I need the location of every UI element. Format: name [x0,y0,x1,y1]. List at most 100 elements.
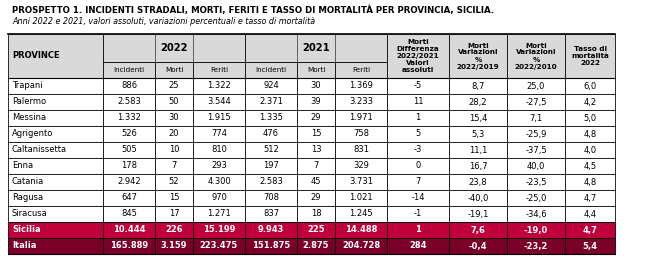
Text: 204.728: 204.728 [342,241,380,250]
Text: 4.300: 4.300 [207,178,231,187]
Text: 16,7: 16,7 [469,161,488,170]
Text: 526: 526 [121,130,137,138]
Text: 11: 11 [413,98,423,107]
Text: 50: 50 [169,98,179,107]
Text: 14.488: 14.488 [345,226,377,235]
Text: Agrigento: Agrigento [12,130,53,138]
Text: Palermo: Palermo [12,98,46,107]
Text: Siracusa: Siracusa [12,210,48,218]
Text: Morti: Morti [165,67,183,73]
Text: 7: 7 [415,178,421,187]
Text: 52: 52 [169,178,179,187]
Text: 1: 1 [415,226,421,235]
Text: 329: 329 [353,161,369,170]
Text: -40,0: -40,0 [467,193,489,202]
Text: 4,7: 4,7 [583,193,596,202]
Text: Morti
Variazioni
%
2022/2010: Morti Variazioni % 2022/2010 [515,42,557,70]
Text: -37,5: -37,5 [525,145,547,155]
Text: 3.731: 3.731 [349,178,373,187]
Text: Enna: Enna [12,161,33,170]
Text: Feriti: Feriti [210,67,228,73]
Text: 1.915: 1.915 [207,113,231,122]
Text: 293: 293 [211,161,227,170]
Text: Morti
Differenza
2022/2021
Valori
assoluti: Morti Differenza 2022/2021 Valori assolu… [396,39,439,73]
Text: 197: 197 [263,161,279,170]
Text: 178: 178 [121,161,137,170]
Text: 1.245: 1.245 [349,210,373,218]
Text: 924: 924 [263,81,279,90]
Text: -23,5: -23,5 [525,178,547,187]
Text: 45: 45 [311,178,321,187]
Text: 4,7: 4,7 [583,226,598,235]
Text: 10.444: 10.444 [113,226,145,235]
Text: 15: 15 [169,193,179,202]
Text: 512: 512 [263,145,279,155]
Text: -3: -3 [414,145,422,155]
Text: 5,4: 5,4 [583,241,598,250]
Text: 845: 845 [121,210,137,218]
Text: 774: 774 [211,130,227,138]
Text: Anni 2022 e 2021, valori assoluti, variazioni percentuali e tasso di mortalità: Anni 2022 e 2021, valori assoluti, varia… [12,17,315,26]
Text: 2.942: 2.942 [117,178,141,187]
Text: 30: 30 [169,113,179,122]
Text: 29: 29 [311,113,321,122]
Text: 25: 25 [169,81,179,90]
Text: 970: 970 [211,193,227,202]
Text: Messina: Messina [12,113,46,122]
Text: -19,0: -19,0 [524,226,548,235]
Text: 40,0: 40,0 [527,161,545,170]
Text: 165.889: 165.889 [110,241,148,250]
Text: 2021: 2021 [302,43,330,53]
Text: 223.475: 223.475 [200,241,238,250]
Text: 25,0: 25,0 [527,81,545,90]
Text: Trapani: Trapani [12,81,42,90]
Text: -14: -14 [411,193,424,202]
Text: 0: 0 [415,161,421,170]
Text: 2.583: 2.583 [259,178,283,187]
Text: 2.583: 2.583 [117,98,141,107]
Text: 708: 708 [263,193,279,202]
Text: 17: 17 [169,210,179,218]
Text: 758: 758 [353,130,369,138]
Text: 7,1: 7,1 [529,113,543,122]
Text: Caltanissetta: Caltanissetta [12,145,67,155]
Text: 4,4: 4,4 [583,210,596,218]
Text: 4,0: 4,0 [583,145,596,155]
Text: 284: 284 [409,241,427,250]
Text: 886: 886 [121,81,137,90]
Text: 4,5: 4,5 [583,161,596,170]
Text: 3.544: 3.544 [207,98,231,107]
Text: 810: 810 [211,145,227,155]
Text: 1.332: 1.332 [117,113,141,122]
Text: Incidenti: Incidenti [255,67,286,73]
Text: 39: 39 [311,98,322,107]
Text: 831: 831 [353,145,369,155]
Text: 10: 10 [169,145,179,155]
Text: Feriti: Feriti [352,67,370,73]
Text: 1.322: 1.322 [207,81,231,90]
Text: 15.199: 15.199 [203,226,235,235]
Text: PROSPETTO 1. INCIDENTI STRADALI, MORTI, FERITI E TASSO DI MORTALITÀ PER PROVINCI: PROSPETTO 1. INCIDENTI STRADALI, MORTI, … [12,5,494,15]
Text: 8,7: 8,7 [471,81,485,90]
Text: -27,5: -27,5 [525,98,547,107]
Text: 5,0: 5,0 [583,113,596,122]
Text: 225: 225 [307,226,325,235]
Text: 15,4: 15,4 [469,113,487,122]
Text: 5: 5 [415,130,421,138]
Text: 837: 837 [263,210,279,218]
Text: -25,0: -25,0 [525,193,547,202]
Text: -1: -1 [414,210,422,218]
Text: 4,2: 4,2 [583,98,596,107]
Text: Morti
Variazioni
%
2022/2019: Morti Variazioni % 2022/2019 [456,42,499,70]
Text: Catania: Catania [12,178,44,187]
Text: 15: 15 [311,130,321,138]
Text: 20: 20 [169,130,179,138]
Text: 476: 476 [263,130,279,138]
Text: 30: 30 [311,81,322,90]
Text: 23,8: 23,8 [469,178,488,187]
Text: 1.021: 1.021 [349,193,373,202]
Text: -34,6: -34,6 [525,210,547,218]
Text: 4,8: 4,8 [583,178,596,187]
Text: 6,0: 6,0 [583,81,596,90]
Text: Morti: Morti [307,67,326,73]
